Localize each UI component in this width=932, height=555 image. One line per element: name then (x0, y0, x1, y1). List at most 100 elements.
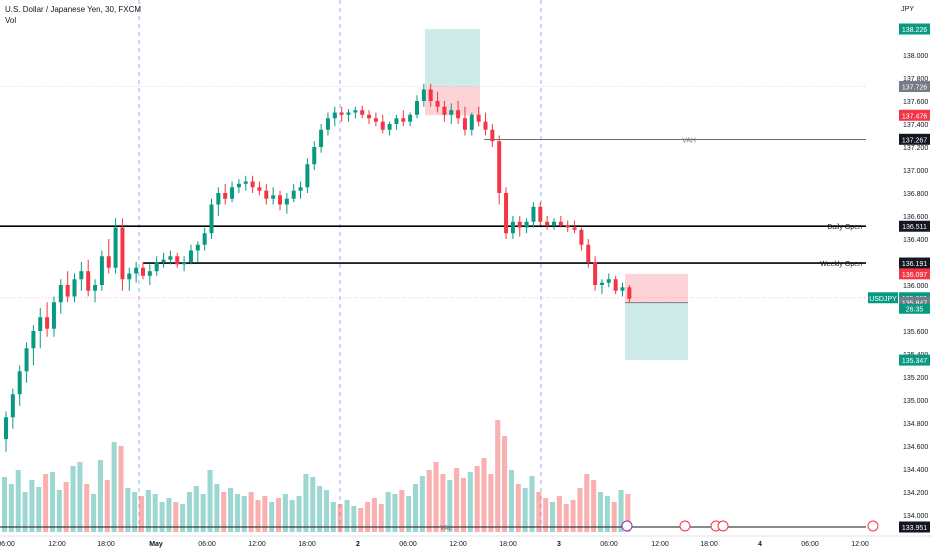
volume-bar (248, 492, 254, 532)
candle-body (188, 250, 193, 262)
price-axis-tick: 135.200 (903, 375, 928, 382)
volume-bar (207, 470, 213, 532)
volume-bar (584, 474, 590, 532)
candle-body (161, 259, 166, 262)
chart-legend: U.S. Dollar / Japanese Yen, 30, FXCM Vol (5, 4, 141, 26)
volume-bar (399, 490, 405, 532)
price-tag-bg (899, 109, 930, 121)
volume-bar (536, 492, 542, 532)
volume-indicator-label[interactable]: Vol (5, 16, 17, 25)
volume-bar (145, 490, 151, 532)
candle-body (504, 193, 509, 234)
volume-bar (474, 466, 480, 532)
take-profit-zone (625, 302, 688, 361)
volume-bar (186, 492, 192, 532)
candle-body (517, 221, 522, 228)
volume-bar (550, 502, 556, 532)
volume-bar (15, 470, 21, 532)
candle-body (45, 317, 50, 329)
volume-bar (604, 496, 610, 532)
volume-bar (125, 488, 131, 532)
candle-body (168, 256, 173, 260)
candle-body (106, 256, 111, 268)
candle-body (558, 221, 563, 226)
price-axis-tick: 134.400 (903, 467, 928, 474)
candle-body (606, 279, 611, 283)
candle-body (380, 121, 385, 130)
candle-body (4, 417, 8, 440)
economic-event-icon[interactable] (717, 520, 729, 532)
time-axis-tick: May (149, 541, 163, 548)
time-axis-tick: 18:00 (298, 541, 316, 548)
volume-bar (296, 496, 302, 532)
volume-bar (522, 488, 528, 532)
volume-bar (556, 496, 562, 532)
candle-body (99, 256, 104, 285)
candle-body (264, 190, 269, 199)
volume-bar (426, 470, 432, 532)
candle-body (435, 101, 440, 107)
volume-bar (234, 494, 240, 532)
volume-bar (118, 446, 124, 532)
volume-bar (618, 490, 624, 532)
volume-bar (577, 488, 583, 532)
volume-bar (310, 477, 316, 532)
price-axis-tick: 134.800 (903, 421, 928, 428)
candle-body (10, 394, 15, 418)
volume-bar (303, 474, 309, 532)
candle-body (415, 101, 419, 115)
volume-bar (508, 470, 514, 532)
time-axis-tick: 12:00 (851, 541, 869, 548)
volume-bar (159, 502, 165, 532)
volume-bar (454, 468, 460, 532)
candle-body (271, 195, 276, 199)
candle-body (298, 187, 303, 191)
price-axis-tick: 137.000 (903, 168, 928, 175)
time-axis-tick: 2 (356, 541, 360, 548)
symbol-title[interactable]: U.S. Dollar / Japanese Yen, 30, FXCM (5, 5, 142, 14)
volume-bar (317, 486, 323, 532)
time-axis-tick: 18:00 (97, 541, 115, 548)
price-axis-tick: 136.600 (903, 214, 928, 221)
volume-bar (413, 484, 419, 532)
economic-event-icon[interactable] (867, 520, 879, 532)
candle-body (565, 225, 570, 228)
economic-event-icon[interactable] (679, 520, 691, 532)
candle-body (195, 244, 200, 251)
candle-body (230, 187, 235, 199)
volume-bar (611, 502, 617, 532)
volume-bar (323, 490, 329, 532)
volume-bar (221, 492, 227, 532)
price-tag: 136.511 (902, 224, 927, 231)
volume-bar (406, 496, 412, 532)
volume-bar (132, 492, 138, 532)
candle-body (58, 285, 63, 303)
candle-body (469, 114, 474, 130)
candle-body (346, 112, 351, 115)
volume-bar (481, 458, 487, 532)
volume-bar (625, 494, 631, 532)
candle-body (483, 121, 488, 130)
price-tag-bg (899, 81, 930, 93)
price-axis-tick: 137.600 (903, 99, 928, 106)
candle-body (65, 285, 70, 297)
volume-bar (56, 490, 62, 532)
candle-body (17, 371, 22, 395)
candle-body (209, 204, 214, 234)
price-axis-tick: 134.000 (903, 513, 928, 520)
candle-body (339, 112, 344, 115)
volume-bar (22, 492, 28, 532)
economic-event-icon[interactable] (621, 520, 633, 532)
volume-bar (180, 504, 186, 532)
volume-bar (29, 480, 35, 532)
candle-body (360, 110, 365, 115)
candle-body (497, 141, 502, 193)
countdown-tag: 26:35 (906, 306, 924, 313)
volume-bar (84, 484, 90, 532)
candle-body (202, 233, 207, 245)
price-tag: 135.347 (902, 358, 927, 365)
volume-bar (193, 486, 199, 532)
volume-bar (543, 498, 549, 532)
